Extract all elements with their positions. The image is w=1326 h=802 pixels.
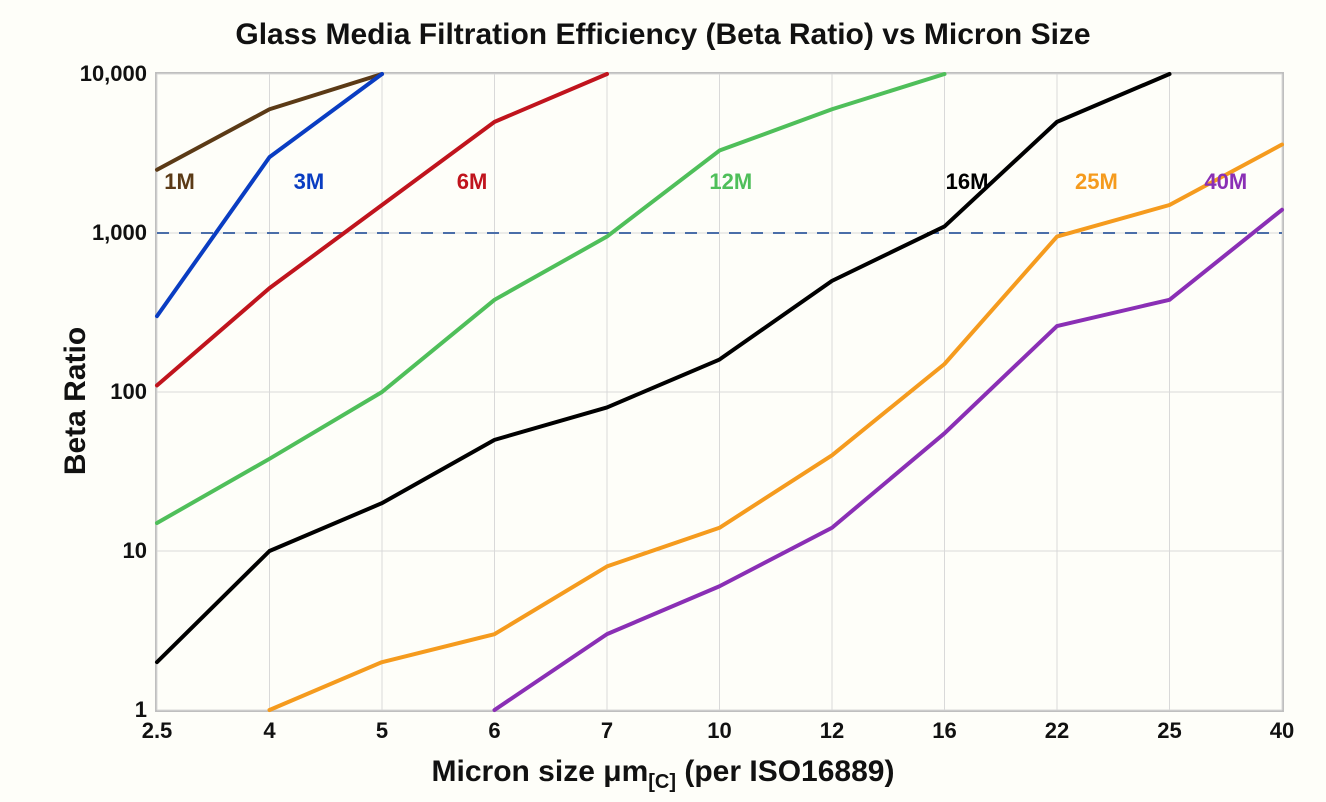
plot-area: 1101001,00010,0002.545671012162225401M3M… <box>155 72 1284 712</box>
y-tick-label: 100 <box>110 379 157 405</box>
series-line-25M <box>270 145 1283 710</box>
x-tick-label: 7 <box>601 710 613 744</box>
y-tick-label: 10 <box>123 538 157 564</box>
x-axis-label: Micron size μm[C] (per ISO16889) <box>0 755 1326 794</box>
chart-title: Glass Media Filtration Efficiency (Beta … <box>0 18 1326 52</box>
series-label-12M: 12M <box>709 169 752 195</box>
x-tick-label: 40 <box>1270 710 1294 744</box>
x-tick-label: 10 <box>707 710 731 744</box>
x-tick-label: 22 <box>1045 710 1069 744</box>
x-tick-label: 12 <box>820 710 844 744</box>
series-line-16M <box>157 74 1170 662</box>
x-tick-label: 6 <box>488 710 500 744</box>
series-label-1M: 1M <box>164 169 195 195</box>
x-tick-label: 2.5 <box>142 710 173 744</box>
x-tick-label: 5 <box>376 710 388 744</box>
chart-container: Glass Media Filtration Efficiency (Beta … <box>0 0 1326 802</box>
series-line-12M <box>157 74 945 523</box>
series-label-40M: 40M <box>1204 169 1247 195</box>
y-tick-label: 10,000 <box>80 61 157 87</box>
series-line-40M <box>495 210 1283 710</box>
y-tick-label: 1,000 <box>92 220 157 246</box>
x-tick-label: 25 <box>1157 710 1181 744</box>
x-tick-label: 16 <box>932 710 956 744</box>
series-label-16M: 16M <box>946 169 989 195</box>
x-tick-label: 4 <box>263 710 275 744</box>
y-axis-label: Beta Ratio <box>59 327 93 475</box>
series-label-3M: 3M <box>294 169 325 195</box>
series-label-25M: 25M <box>1075 169 1118 195</box>
series-label-6M: 6M <box>457 169 488 195</box>
